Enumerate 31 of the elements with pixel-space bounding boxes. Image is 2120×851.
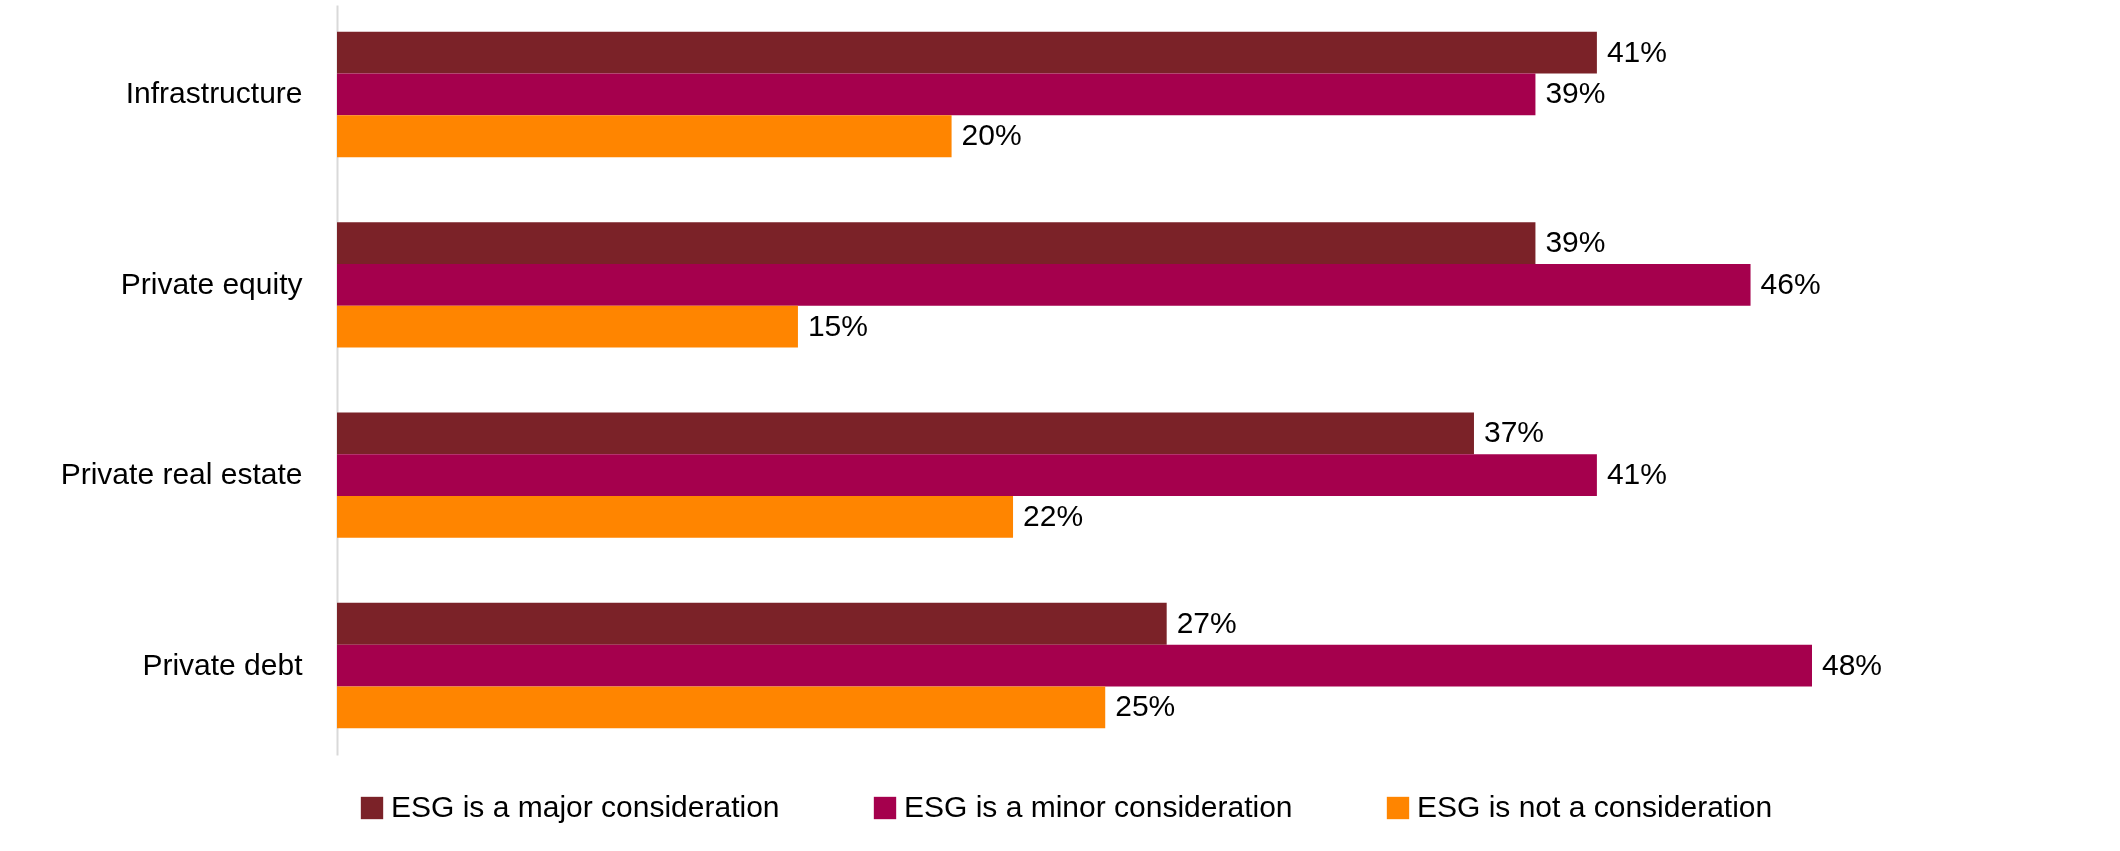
- bar: [337, 602, 1167, 645]
- data-label: 39%: [1545, 76, 1606, 110]
- data-label: 15%: [807, 308, 868, 342]
- y-tick-label: Private equity: [120, 266, 303, 300]
- bar: [337, 31, 1597, 74]
- data-label: 46%: [1760, 266, 1821, 300]
- data-label: 27%: [1176, 605, 1237, 639]
- legend-label: ESG is a minor consideration: [904, 790, 1293, 823]
- bar: [337, 263, 1751, 306]
- data-label: 20%: [961, 118, 1022, 152]
- data-label: 41%: [1606, 457, 1667, 491]
- y-tick-label: Private debt: [142, 647, 304, 681]
- data-label: 39%: [1545, 225, 1606, 259]
- bar: [337, 686, 1106, 729]
- data-label: 22%: [1023, 498, 1084, 532]
- data-label: 41%: [1606, 34, 1667, 68]
- bar: [337, 305, 798, 348]
- bar: [337, 222, 1536, 264]
- bar: [337, 454, 1597, 497]
- data-label: 25%: [1115, 689, 1176, 723]
- data-label: 37%: [1483, 415, 1545, 449]
- data-label: 48%: [1822, 647, 1883, 681]
- bar: [337, 412, 1474, 455]
- bar: [337, 73, 1536, 116]
- bar: [337, 644, 1812, 687]
- legend-label: ESG is not a consideration: [1417, 790, 1773, 823]
- y-tick-label: Infrastructure: [125, 76, 303, 110]
- bar: [337, 115, 952, 158]
- y-tick-label: Private real estate: [60, 457, 303, 491]
- bar: [337, 496, 1014, 538]
- legend-label: ESG is a major consideration: [391, 790, 780, 823]
